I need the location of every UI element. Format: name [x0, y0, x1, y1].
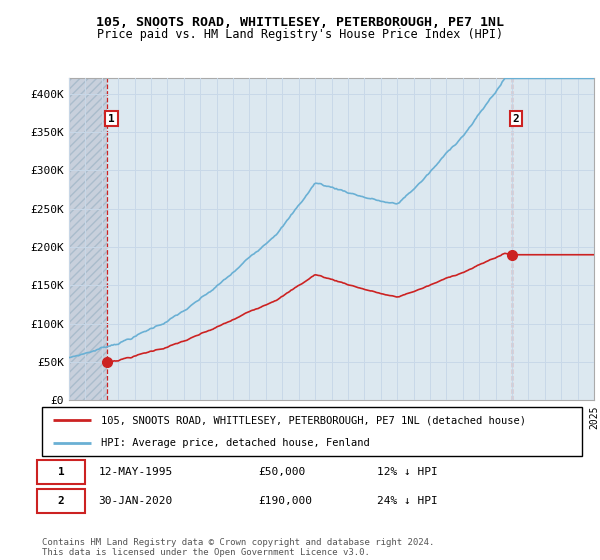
Text: £50,000: £50,000	[258, 467, 305, 477]
Text: 12-MAY-1995: 12-MAY-1995	[98, 467, 173, 477]
Text: 1: 1	[108, 114, 115, 124]
FancyBboxPatch shape	[37, 460, 85, 484]
FancyBboxPatch shape	[37, 489, 85, 513]
Text: 24% ↓ HPI: 24% ↓ HPI	[377, 496, 437, 506]
Text: Price paid vs. HM Land Registry's House Price Index (HPI): Price paid vs. HM Land Registry's House …	[97, 28, 503, 41]
Text: 2: 2	[512, 114, 520, 124]
Bar	[69, 78, 107, 400]
Text: Contains HM Land Registry data © Crown copyright and database right 2024.
This d: Contains HM Land Registry data © Crown c…	[42, 538, 434, 557]
Text: £190,000: £190,000	[258, 496, 312, 506]
FancyBboxPatch shape	[42, 407, 582, 456]
Text: HPI: Average price, detached house, Fenland: HPI: Average price, detached house, Fenl…	[101, 438, 370, 448]
Text: 105, SNOOTS ROAD, WHITTLESEY, PETERBOROUGH, PE7 1NL: 105, SNOOTS ROAD, WHITTLESEY, PETERBOROU…	[96, 16, 504, 29]
Text: 105, SNOOTS ROAD, WHITTLESEY, PETERBOROUGH, PE7 1NL (detached house): 105, SNOOTS ROAD, WHITTLESEY, PETERBOROU…	[101, 416, 526, 426]
Text: 30-JAN-2020: 30-JAN-2020	[98, 496, 173, 506]
Text: 12% ↓ HPI: 12% ↓ HPI	[377, 467, 437, 477]
Text: 1: 1	[58, 467, 64, 477]
Text: 2: 2	[58, 496, 64, 506]
